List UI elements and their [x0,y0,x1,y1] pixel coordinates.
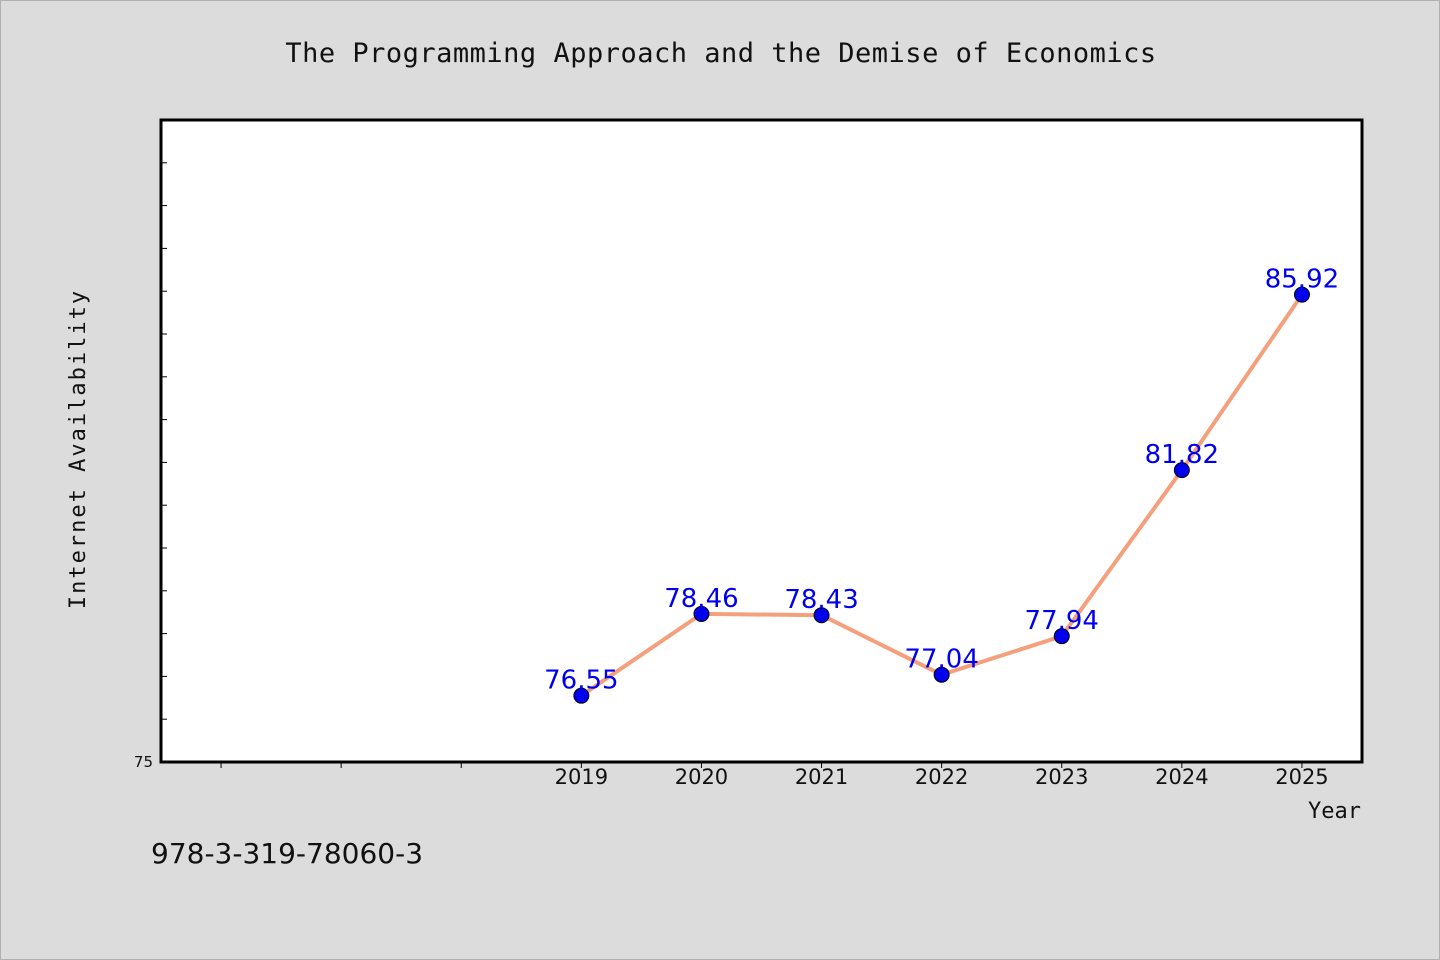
data-label: 76.55 [544,666,618,696]
data-labels: 76.55 78.46 78.43 77.04 77.94 81.82 85.92 [544,265,1339,696]
y-tick-label: 75 [134,753,153,771]
data-markers [573,286,1310,704]
data-label: 78.46 [664,584,738,614]
x-tick-label: 2019 [555,765,608,789]
x-tick-label: 2020 [675,765,728,789]
x-tick-label: 2022 [915,765,968,789]
x-tick-label: 2024 [1155,765,1208,789]
chart-title: The Programming Approach and the Demise … [285,38,1156,69]
x-axis-ticks [220,762,1303,768]
y-axis-label: Internet Availability [66,289,91,609]
data-point [933,666,950,683]
x-tick-label: 2021 [795,765,848,789]
plot-area [159,118,1364,764]
data-point [1053,628,1070,645]
data-label: 81.82 [1145,440,1219,470]
data-point [1293,286,1310,303]
x-tick-labels: 2019 2020 2021 2022 2023 2024 2025 [555,765,1329,789]
data-point [693,605,710,622]
data-label: 77.94 [1025,606,1099,636]
y-axis-ticks [161,162,167,720]
data-label: 78.43 [784,585,858,615]
data-point [813,607,830,624]
data-point [1173,462,1190,479]
x-tick-label: 2025 [1275,765,1328,789]
footnote: 978-3-319-78060-3 [151,837,423,870]
data-label: 77.04 [904,645,978,675]
data-point [573,687,590,704]
x-axis-label: Year [1308,799,1361,824]
data-label: 85.92 [1265,265,1339,295]
x-tick-label: 2023 [1035,765,1088,789]
